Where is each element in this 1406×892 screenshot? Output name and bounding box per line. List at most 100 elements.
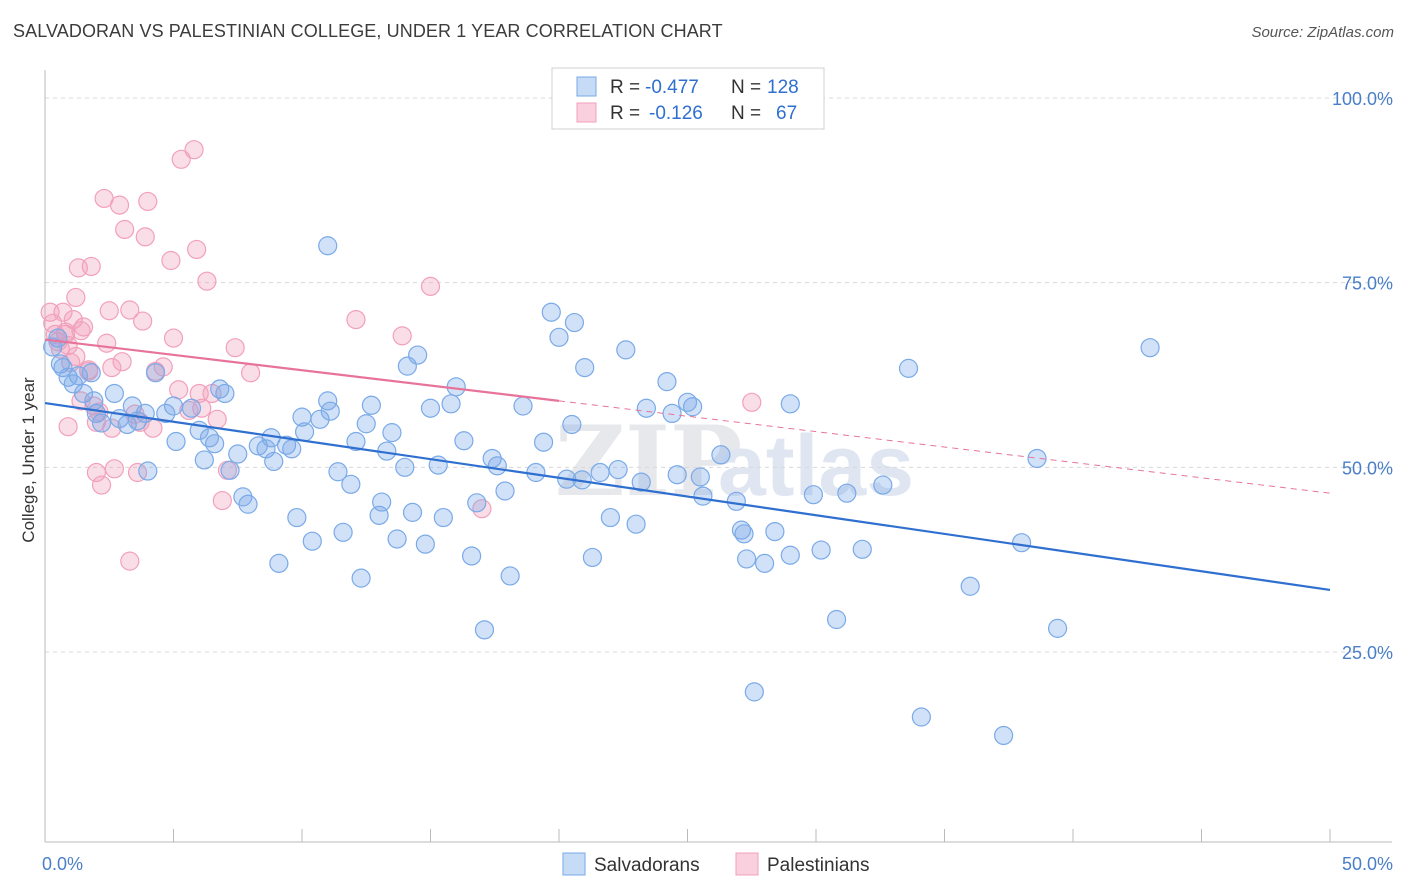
palestinian-point-25 <box>115 219 135 240</box>
bottom-swatch-salvadorans <box>562 852 586 876</box>
salvadoran-point-125 <box>1027 448 1047 469</box>
palestinian-point-50 <box>392 326 412 346</box>
legend-palestinians: Palestinians <box>767 855 869 876</box>
salvadoran-point-69 <box>441 394 461 414</box>
y-tick-labels: 25.0% 50.0% 75.0% 100.0% <box>1332 89 1393 663</box>
salvadoran-point-118 <box>852 539 872 559</box>
palestinian-point-15 <box>81 256 101 277</box>
salvadoran-point-39 <box>276 435 297 455</box>
y-tick-label-100: 100.0% <box>1332 89 1393 109</box>
salvadoran-point-55 <box>361 395 381 415</box>
salvadoran-point-52 <box>346 431 366 452</box>
palestinian-point-57 <box>91 475 112 495</box>
salvadoran-point-12 <box>104 383 124 404</box>
palestinian-point-59 <box>120 551 140 571</box>
palestinian-point-24 <box>109 195 130 215</box>
salvadoran-point-119 <box>873 475 893 495</box>
salvadoran-point-82 <box>541 302 561 322</box>
salvadoran-point-108 <box>737 549 757 569</box>
y-axis-label: College, Under 1 year <box>19 377 38 543</box>
salvadoran-point-44 <box>302 531 322 551</box>
salvadoran-point-88 <box>575 358 595 378</box>
salvadoran-point-43 <box>294 422 315 442</box>
salvadoran-point-57 <box>372 492 392 512</box>
salvadoran-point-64 <box>408 345 428 365</box>
salvadoran-point-38 <box>269 553 289 573</box>
salvadoran-point-30 <box>220 460 240 480</box>
palestinian-point-56 <box>86 462 107 483</box>
palestinian-point-53 <box>742 392 762 412</box>
palestinian-point-44 <box>207 409 227 429</box>
palestinian-point-20 <box>97 333 117 353</box>
palestinian-point-52 <box>472 499 492 519</box>
salvadoran-point-81 <box>533 432 554 452</box>
salvadoran-point-51 <box>341 474 361 494</box>
palestinian-point-36 <box>169 380 189 400</box>
palestinian-point-30 <box>135 227 155 247</box>
salvadoran-point-21 <box>163 396 184 416</box>
salvadoran-point-48 <box>328 462 348 482</box>
salvadoran-point-50 <box>333 522 353 542</box>
x-tick-label-0: 0.0% <box>42 854 83 874</box>
legend-swatch-salvadorans <box>576 76 597 97</box>
salvadoran-point-114 <box>803 485 824 505</box>
palestinian-point-54 <box>58 417 78 437</box>
palestinian-point-51 <box>420 276 441 296</box>
salvadoran-point-116 <box>826 609 847 630</box>
salvadoran-point-27 <box>205 434 225 454</box>
salvadoran-point-4 <box>58 367 78 387</box>
palestinian-point-5 <box>53 302 73 322</box>
palestinian-point-37 <box>171 149 191 169</box>
salvadoran-point-86 <box>564 312 585 333</box>
salvadoran-point-109 <box>744 682 764 702</box>
salvadoran-point-60 <box>387 529 407 549</box>
palestinian-point-13 <box>73 317 94 337</box>
palestinian-point-47 <box>225 338 245 358</box>
legend-n-value-2: 67 <box>776 103 797 124</box>
salvadoran-point-41 <box>287 507 307 528</box>
salvadoran-point-65 <box>415 534 435 554</box>
salvadoran-trend-line <box>44 401 1331 592</box>
salvadoran-point-113 <box>780 394 800 414</box>
salvadoran-point-96 <box>636 398 656 418</box>
palestinian-point-62 <box>102 358 122 378</box>
salvadoran-point-76 <box>487 456 507 476</box>
salvadoran-point-101 <box>683 397 703 417</box>
salvadoran-point-19 <box>145 363 166 383</box>
palestinian-point-60 <box>127 462 148 483</box>
salvadoran-point-29 <box>215 383 235 404</box>
salvadoran-point-126 <box>1047 618 1068 638</box>
palestinian-point-29 <box>133 311 153 331</box>
salvadoran-point-111 <box>765 521 785 542</box>
x-tick-label-50: 50.0% <box>1342 854 1393 874</box>
palestinian-point-39 <box>184 140 204 160</box>
salvadoran-point-121 <box>911 707 931 727</box>
trend-lines <box>44 338 1331 592</box>
legend-swatch-palestinians <box>576 102 597 123</box>
legend-r-value-2: -0.126 <box>649 103 703 124</box>
y-tick-label-50: 50.0% <box>1342 458 1393 478</box>
salvadoran-point-98 <box>662 403 682 424</box>
salvadoran-point-25 <box>194 450 214 470</box>
palestinian-point-12 <box>71 321 91 341</box>
salvadoran-point-18 <box>138 461 158 481</box>
salvadoran-point-95 <box>631 472 651 492</box>
salvadorans-points <box>43 236 1160 746</box>
salvadoran-point-68 <box>433 507 453 528</box>
salvadoran-point-110 <box>754 553 775 573</box>
legend-salvadorans: Salvadorans <box>594 855 700 876</box>
salvadoran-point-66 <box>420 398 441 418</box>
salvadoran-point-40 <box>282 439 302 459</box>
salvadoran-point-99 <box>667 465 687 485</box>
palestinian-point-41 <box>192 398 212 418</box>
salvadoran-point-91 <box>600 507 621 528</box>
palestinian-point-22 <box>102 418 122 438</box>
salvadoran-point-0 <box>43 337 63 357</box>
salvadoran-point-26 <box>199 428 220 448</box>
salvadoran-point-22 <box>166 431 186 452</box>
legend-r-label-2: R = <box>610 103 640 124</box>
salvadoran-point-97 <box>657 372 677 392</box>
salvadoran-point-127 <box>1140 338 1160 358</box>
salvadoran-point-61 <box>395 457 415 477</box>
salvadoran-point-122 <box>960 576 980 596</box>
